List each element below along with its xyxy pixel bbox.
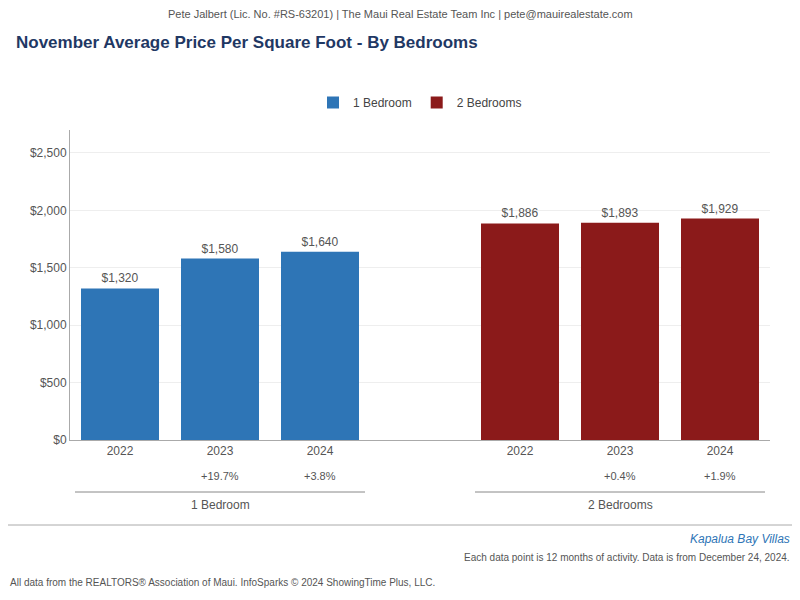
svg-text:November Average Price Per Squ: November Average Price Per Square Foot -… [16, 33, 478, 52]
svg-text:2024: 2024 [707, 444, 734, 458]
svg-text:$500: $500 [40, 376, 67, 390]
svg-text:2 Bedrooms: 2 Bedrooms [588, 498, 653, 512]
svg-text:$2,000: $2,000 [30, 204, 67, 218]
svg-text:2022: 2022 [107, 444, 134, 458]
svg-text:2 Bedrooms: 2 Bedrooms [457, 96, 522, 110]
svg-text:+0.4%: +0.4% [604, 470, 636, 482]
svg-text:Each data point is 12 months o: Each data point is 12 months of activity… [464, 552, 790, 563]
svg-text:1 Bedroom: 1 Bedroom [353, 96, 412, 110]
svg-text:All data from the REALTORS® As: All data from the REALTORS® Association … [10, 577, 435, 588]
svg-text:$0: $0 [53, 433, 67, 447]
svg-text:2024: 2024 [307, 444, 334, 458]
svg-text:$1,886: $1,886 [501, 206, 538, 220]
svg-text:2023: 2023 [607, 444, 634, 458]
svg-text:Kapalua Bay Villas: Kapalua Bay Villas [690, 532, 790, 546]
svg-text:2023: 2023 [207, 444, 234, 458]
svg-text:+3.8%: +3.8% [304, 470, 336, 482]
svg-text:+19.7%: +19.7% [201, 470, 239, 482]
svg-text:Pete Jalbert (Lic. No. #RS-632: Pete Jalbert (Lic. No. #RS-63201) | The … [168, 8, 633, 20]
svg-text:$1,580: $1,580 [201, 242, 238, 256]
svg-text:$1,000: $1,000 [30, 318, 67, 332]
svg-text:$1,500: $1,500 [30, 261, 67, 275]
svg-text:$1,929: $1,929 [701, 202, 738, 216]
svg-text:2022: 2022 [507, 444, 534, 458]
svg-text:+1.9%: +1.9% [704, 470, 736, 482]
svg-text:$1,640: $1,640 [301, 235, 338, 249]
svg-text:1 Bedroom: 1 Bedroom [191, 498, 250, 512]
svg-text:$2,500: $2,500 [30, 146, 67, 160]
svg-text:$1,320: $1,320 [101, 271, 138, 285]
svg-text:$1,893: $1,893 [601, 206, 638, 220]
